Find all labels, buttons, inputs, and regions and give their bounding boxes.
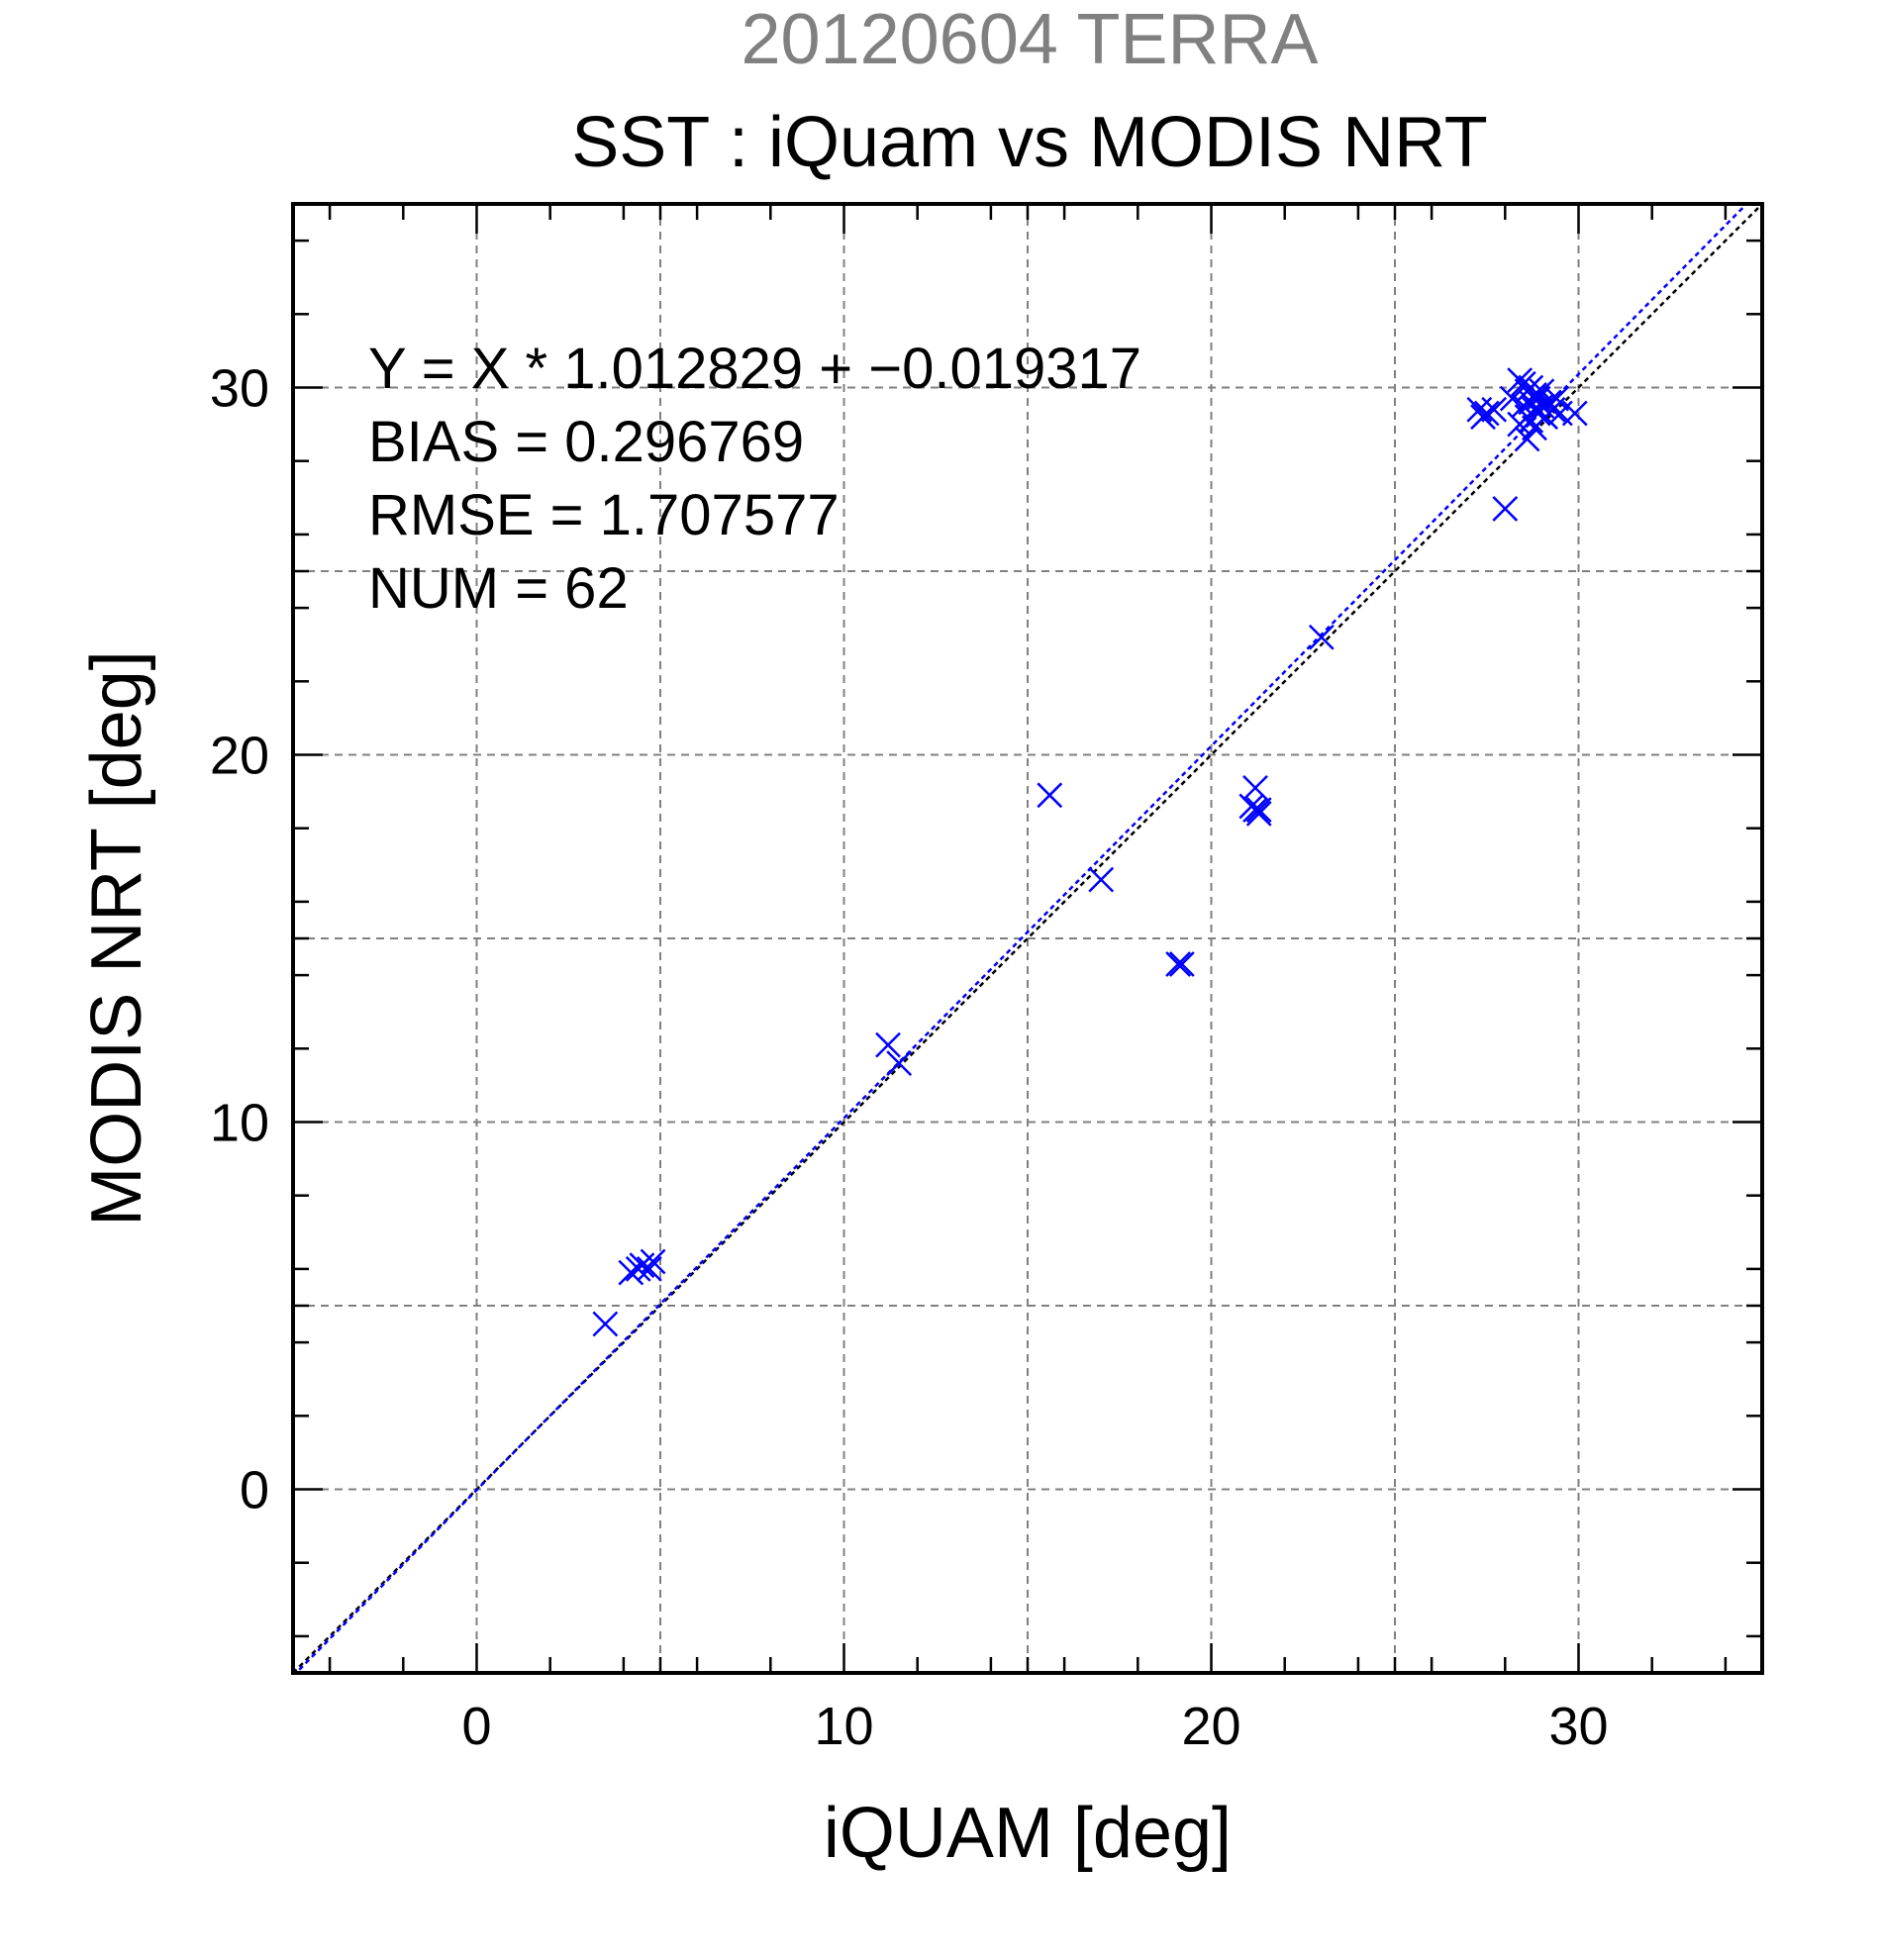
y-tick-label: 10	[210, 1094, 269, 1153]
data-point-stroke	[1088, 866, 1115, 893]
fit-line	[294, 204, 1749, 1673]
data-point-stroke	[592, 1311, 619, 1337]
data-point	[1492, 496, 1519, 522]
tick-labels: 0 10 20 30 0 10 20 30	[210, 359, 1609, 1757]
data-point-stroke	[886, 1050, 913, 1077]
data-point	[875, 1031, 901, 1058]
axis-ticks	[291, 202, 1764, 1675]
data-point-stroke	[1308, 624, 1335, 650]
data-point	[1529, 378, 1555, 405]
data-point-stroke	[1245, 800, 1272, 827]
data-point	[592, 1311, 619, 1337]
data-point-stroke	[1168, 951, 1195, 977]
x-tick-label: 10	[814, 1697, 873, 1756]
chart-date-title: 20120604 TERRA	[741, 0, 1318, 79]
grid	[293, 204, 1762, 1673]
x-tick-label: 0	[461, 1697, 491, 1756]
data-point	[1242, 775, 1268, 801]
stat-num: NUM = 62	[368, 556, 629, 621]
data-point	[1561, 400, 1588, 427]
data-point-stroke	[875, 1031, 901, 1058]
data-point	[640, 1248, 666, 1275]
data-point	[636, 1256, 662, 1282]
data-point-stroke	[1242, 775, 1268, 801]
data-point-stroke	[1561, 400, 1588, 427]
data-point	[1165, 951, 1191, 977]
y-tick-label: 0	[240, 1461, 269, 1520]
data-point-stroke	[1514, 426, 1540, 452]
x-tick-label: 20	[1181, 1697, 1240, 1756]
data-point	[1466, 396, 1493, 423]
chart-title: SST : iQuam vs MODIS NRT	[571, 103, 1488, 182]
data-point	[1481, 396, 1508, 423]
data-point-stroke	[618, 1259, 644, 1286]
data-point-stroke	[1473, 400, 1500, 427]
data-point	[1308, 624, 1335, 650]
data-point	[886, 1050, 913, 1077]
data-point-stroke	[1529, 378, 1555, 405]
data-point	[1543, 385, 1570, 412]
data-point	[1245, 800, 1272, 827]
y-tick-label: 30	[210, 359, 269, 419]
statistics-box: Y = X * 1.012829 + −0.019317 BIAS = 0.29…	[368, 337, 1141, 621]
data-point-stroke	[1481, 396, 1508, 423]
data-point-stroke	[640, 1248, 666, 1275]
y-axis-label: MODIS NRT [deg]	[77, 650, 156, 1226]
data-point-stroke	[1165, 951, 1191, 977]
plot-frame	[291, 202, 1764, 1675]
data-point	[1088, 866, 1115, 893]
x-axis-label: iQUAM [deg]	[824, 1794, 1232, 1873]
data-point-stroke	[636, 1256, 662, 1282]
data-point	[1473, 400, 1500, 427]
data-point	[1037, 782, 1063, 809]
data-point-stroke	[1037, 782, 1063, 809]
y-tick-label: 20	[210, 727, 269, 786]
data-points	[592, 367, 1588, 1337]
data-point	[1168, 951, 1195, 977]
stat-equation: Y = X * 1.012829 + −0.019317	[368, 337, 1141, 401]
data-point-stroke	[1492, 496, 1519, 522]
data-point-stroke	[1543, 385, 1570, 412]
data-point-stroke	[1245, 797, 1272, 824]
stat-rmse: RMSE = 1.707577	[368, 483, 840, 547]
x-tick-label: 30	[1548, 1697, 1608, 1756]
stat-bias: BIAS = 0.296769	[368, 410, 804, 474]
data-point	[1245, 797, 1272, 824]
